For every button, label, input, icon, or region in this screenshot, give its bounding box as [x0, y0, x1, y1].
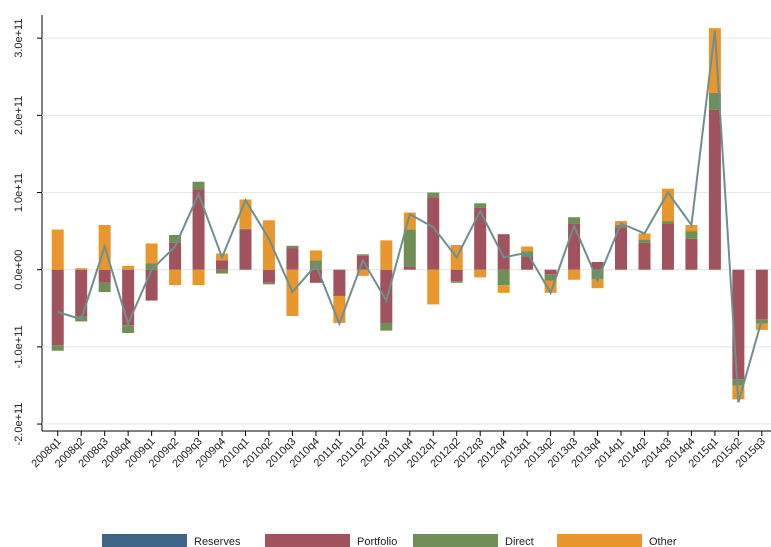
legend-swatch — [413, 534, 498, 547]
bar — [450, 269, 463, 282]
bar — [427, 192, 440, 198]
legend-label: Direct — [505, 536, 534, 547]
bar — [615, 227, 628, 270]
legend-swatch — [557, 534, 642, 547]
bar — [732, 379, 745, 386]
bar — [122, 325, 135, 333]
bar — [427, 197, 440, 270]
bar — [51, 345, 64, 351]
bar — [497, 285, 510, 293]
bar — [685, 231, 698, 239]
bar — [122, 265, 135, 270]
bar — [497, 269, 510, 286]
bar — [708, 92, 721, 110]
bar — [145, 269, 158, 301]
bar — [568, 223, 581, 270]
bar — [591, 269, 604, 279]
y-tick-label: 3.0e+11 — [13, 19, 25, 58]
bar — [638, 239, 651, 243]
bar — [145, 243, 158, 264]
bar — [591, 278, 604, 289]
bar — [51, 229, 64, 270]
bar — [239, 229, 252, 270]
bar — [356, 269, 369, 276]
bar — [262, 220, 275, 270]
y-tick-label: -1.0e+11 — [13, 325, 25, 368]
bar — [192, 181, 205, 190]
bar — [638, 233, 651, 240]
bar — [591, 261, 604, 270]
bar — [216, 260, 229, 270]
bar — [685, 224, 698, 232]
bar — [474, 269, 487, 278]
bar — [75, 269, 88, 317]
legend-label: Other — [649, 536, 677, 547]
y-tick-label: 2.0e+11 — [13, 96, 25, 135]
bar — [615, 224, 628, 228]
bar — [403, 266, 416, 270]
bar — [521, 256, 534, 270]
bar — [98, 269, 111, 283]
bar — [380, 269, 393, 323]
y-tick-label: 1.0e+11 — [13, 173, 25, 212]
bar — [755, 269, 768, 320]
legend-label: Portfolio — [357, 536, 397, 547]
bar — [544, 274, 557, 281]
bar — [216, 269, 229, 274]
bar — [474, 203, 487, 208]
bar — [568, 217, 581, 224]
bar — [286, 245, 299, 249]
bar — [474, 207, 487, 270]
bar — [544, 269, 557, 275]
bar — [169, 234, 182, 243]
bar — [192, 189, 205, 270]
bar — [450, 281, 463, 283]
bar — [497, 234, 510, 270]
bar — [356, 254, 369, 256]
bar — [122, 269, 135, 326]
bar — [239, 199, 252, 229]
bar — [427, 269, 440, 305]
y-tick-label: 0.0e+00 — [13, 250, 25, 290]
bar — [568, 269, 581, 280]
bar — [262, 269, 275, 283]
bar — [75, 268, 88, 270]
bar — [333, 269, 346, 296]
bar — [333, 295, 346, 323]
legend-swatch — [102, 534, 187, 547]
y-tick-label: -2.0e+11 — [13, 403, 25, 446]
bar — [685, 238, 698, 270]
bar — [380, 322, 393, 331]
bar — [309, 250, 322, 261]
bar — [145, 263, 158, 270]
bar — [521, 246, 534, 252]
bar — [708, 109, 721, 270]
bar — [380, 240, 393, 270]
bar — [638, 242, 651, 270]
bar — [169, 269, 182, 286]
legend-swatch — [265, 534, 350, 547]
net-line — [57, 30, 763, 403]
bar — [403, 229, 416, 267]
bar — [661, 221, 674, 224]
bar — [192, 269, 205, 286]
bar — [262, 282, 275, 285]
bar — [51, 269, 64, 346]
bar — [661, 223, 674, 270]
bar — [98, 282, 111, 293]
bar — [239, 228, 252, 230]
bar — [286, 248, 299, 270]
legend-label: Reserves — [194, 536, 241, 547]
bar — [755, 323, 768, 330]
